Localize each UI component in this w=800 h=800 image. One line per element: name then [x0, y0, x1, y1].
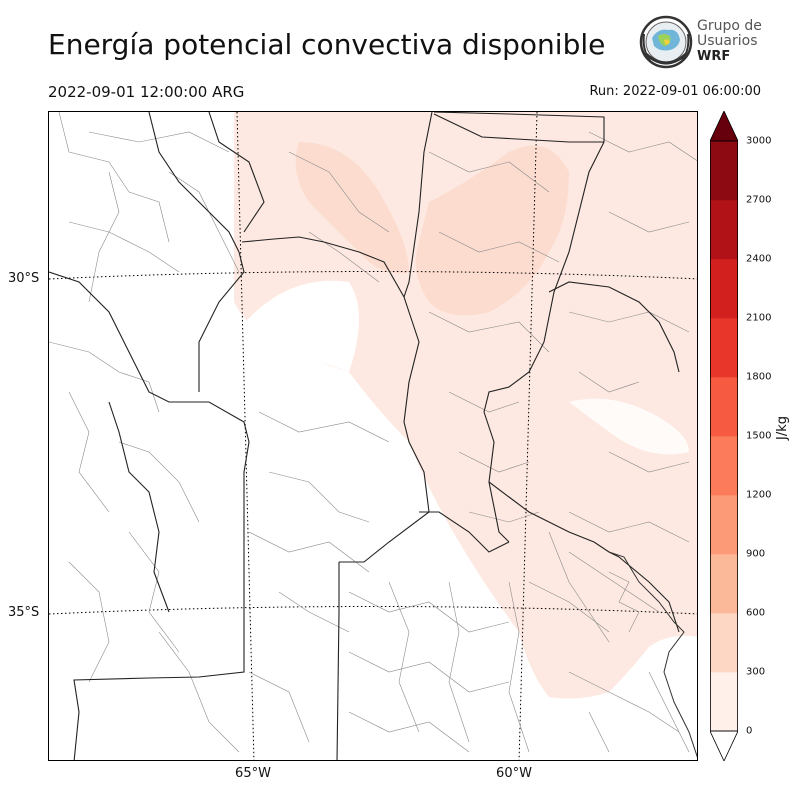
lat-label-35s: 35°S — [8, 605, 40, 620]
map-title: Energía potencial convectiva disponible — [48, 28, 606, 61]
cape-shading — [229, 112, 697, 699]
colorbar-tick-label: 2400 — [746, 253, 772, 265]
grupo-usuarios-wrf-logo: Grupo de Usuarios WRF — [638, 14, 763, 74]
colorbar-tick-label: 2100 — [746, 312, 772, 324]
logo-line-3: WRF — [697, 49, 731, 64]
map-canvas[interactable] — [49, 112, 698, 761]
colorbar-bin — [710, 436, 738, 496]
run-time: Run: 2022-09-01 06:00:00 — [589, 84, 761, 99]
colorbar-over-triangle — [709, 110, 739, 142]
colorbar-bin — [710, 672, 738, 732]
colorbar-tick-label: 1200 — [746, 489, 772, 501]
colorbar-bins — [709, 110, 739, 762]
lon-label-60w: 60°W — [496, 766, 532, 781]
colorbar-bin — [710, 259, 738, 319]
colorbar-label: J/kg — [775, 416, 790, 440]
colorbar-bin — [710, 377, 738, 437]
colorbar-tick-label: 1500 — [746, 430, 772, 442]
lon-label-65w: 65°W — [235, 766, 271, 781]
colorbar-bin — [710, 613, 738, 673]
globe-seal-icon — [639, 15, 693, 69]
colorbar-bin — [710, 554, 738, 614]
colorbar-bin — [710, 318, 738, 378]
colorbar-under-triangle — [709, 730, 739, 762]
colorbar-tick-label: 2700 — [746, 194, 772, 206]
colorbar-tick-label: 0 — [746, 725, 753, 737]
logo-line-2: Usuarios — [697, 33, 758, 49]
colorbar — [709, 110, 739, 762]
valid-time: 2022-09-01 12:00:00 ARG — [48, 83, 245, 101]
graticule — [49, 112, 697, 760]
logo-line-1: Grupo de — [697, 18, 762, 34]
lat-label-30s: 30°S — [8, 271, 40, 286]
colorbar-bin — [710, 200, 738, 260]
colorbar-tick-label: 1800 — [746, 371, 772, 383]
province-boundaries — [49, 112, 680, 760]
colorbar-tick-label: 900 — [746, 548, 766, 560]
colorbar-tick-label: 600 — [746, 607, 766, 619]
coastline — [608, 551, 697, 758]
map-panel[interactable] — [48, 111, 698, 761]
colorbar-bin — [710, 141, 738, 201]
cape-shading-darker — [295, 142, 569, 316]
colorbar-tick-label: 3000 — [746, 135, 772, 147]
colorbar-outline — [710, 140, 739, 732]
colorbar-tick-label: 300 — [746, 666, 766, 678]
department-boundaries — [49, 112, 697, 753]
colorbar-bin — [710, 495, 738, 555]
